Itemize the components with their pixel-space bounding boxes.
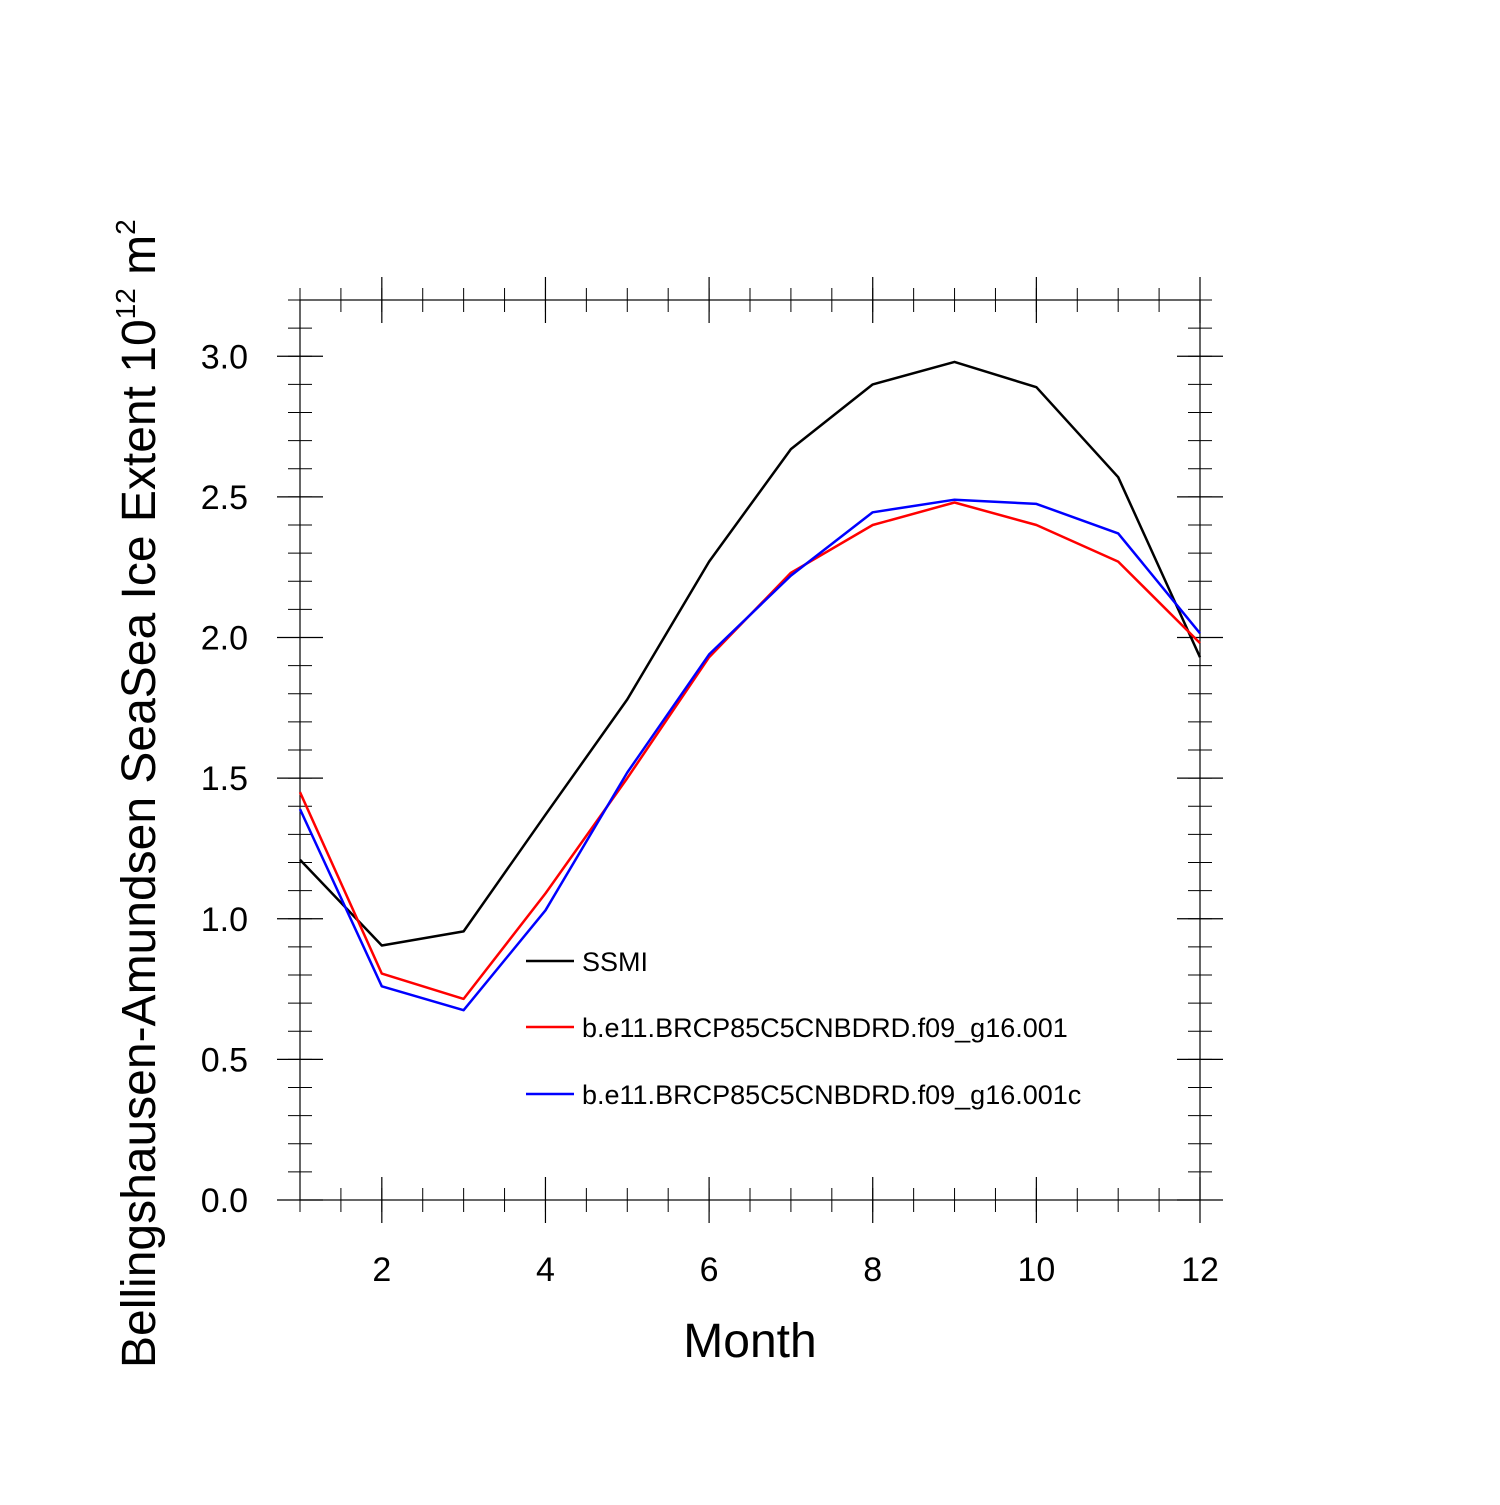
x-axis-title: Month [683, 1315, 816, 1368]
y-tick-labels: 0.0 0.5 1.0 1.5 2.0 2.5 3.0 [201, 338, 248, 1220]
y-tick-label: 2.0 [201, 620, 248, 658]
series-line-2 [298, 501, 1201, 1001]
y-axis-title-unit: m [113, 235, 166, 288]
y-tick-label: 2.5 [201, 479, 248, 517]
series-line-1 [299, 360, 1202, 947]
x-tick-label: 12 [1181, 1251, 1219, 1289]
y-tick-label: 0.5 [201, 1041, 248, 1079]
x-tick-labels: 2 4 6 8 10 12 [372, 1251, 1219, 1289]
legend-label-3: b.e11.BRCP85C5CNBDRD.f09_g16.001c [582, 1080, 1081, 1110]
legend: SSMI b.e11.BRCP85C5CNBDRD.f09_g16.001 b.e1… [526, 947, 1081, 1110]
legend-label-1: SSMI [582, 947, 648, 977]
y-axis-title-main: Bellingshausen-Amundsen SeaSea Ice Exten… [113, 319, 166, 1368]
plot-frame [299, 299, 1201, 1201]
y-axis-title: Bellingshausen-Amundsen SeaSea Ice Exten… [110, 219, 166, 1368]
x-tick-label: 10 [1017, 1251, 1055, 1289]
major-ticks [277, 277, 1223, 1223]
y-tick-label: 0.0 [201, 1182, 248, 1220]
legend-label-2: b.e11.BRCP85C5CNBDRD.f09_g16.001 [582, 1013, 1068, 1043]
y-axis-title-unit-exponent: 2 [110, 219, 141, 235]
minor-ticks [288, 288, 1212, 1212]
x-tick-label: 4 [536, 1251, 555, 1289]
y-tick-label: 3.0 [201, 338, 248, 376]
y-axis-title-exponent: 12 [110, 288, 141, 319]
x-tick-label: 2 [372, 1251, 391, 1289]
y-tick-label: 1.5 [201, 760, 248, 798]
y-tick-label: 1.0 [201, 901, 248, 939]
x-tick-label: 6 [700, 1251, 719, 1289]
x-tick-label: 8 [863, 1251, 882, 1289]
series-lines [298, 360, 1202, 1012]
series-line-3 [298, 498, 1201, 1012]
